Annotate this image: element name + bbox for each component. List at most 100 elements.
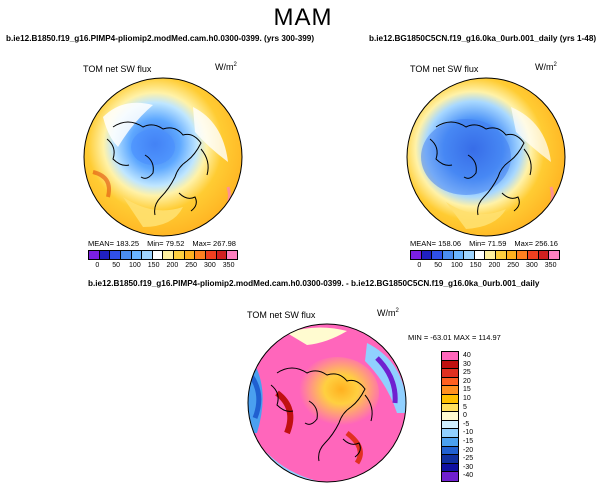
colorbar-tick-label: 250 bbox=[185, 262, 197, 269]
colorbar-swatch bbox=[442, 429, 458, 438]
colorbar-swatch bbox=[464, 251, 475, 259]
colorbar-tick-label: 15 bbox=[463, 386, 471, 394]
colorbar-tick-label: -20 bbox=[463, 446, 474, 454]
colorbar-swatch bbox=[174, 251, 185, 259]
right-variable-label: TOM net SW flux bbox=[410, 64, 479, 74]
colorbar-tick-label: 350 bbox=[544, 262, 557, 269]
right-max: Max= 256.16 bbox=[514, 239, 558, 248]
left-stats: MEAN= 183.25 Min= 79.52 Max= 267.98 bbox=[88, 239, 244, 248]
colorbar-swatch bbox=[442, 352, 458, 361]
colorbar-swatch bbox=[442, 412, 458, 421]
colorbar-swatch bbox=[227, 251, 237, 259]
colorbar-swatch bbox=[120, 251, 132, 259]
colorbar-tick-label: 25 bbox=[463, 369, 471, 377]
left-mean: MEAN= 183.25 bbox=[88, 239, 140, 248]
colorbar-swatch bbox=[453, 251, 465, 259]
right-coastlines bbox=[429, 121, 532, 216]
left-max: Max= 267.98 bbox=[192, 239, 236, 248]
colorbar-tick-label: -30 bbox=[463, 463, 474, 471]
diff-unit: W/m2 bbox=[377, 308, 399, 318]
diff-minmax: MIN = -63.01 MAX = 114.97 bbox=[408, 333, 501, 342]
colorbar-swatch bbox=[517, 251, 529, 259]
diff-coastlines bbox=[270, 367, 373, 462]
colorbar-swatch bbox=[538, 251, 550, 259]
colorbar-swatch bbox=[442, 446, 458, 456]
colorbar-swatch bbox=[442, 472, 458, 481]
colorbar-tick-label: 250 bbox=[507, 262, 519, 269]
right-colorbar-swatches bbox=[410, 250, 560, 260]
colorbar-swatch bbox=[131, 251, 143, 259]
colorbar-tick-label: 0 bbox=[417, 262, 422, 269]
colorbar-swatch bbox=[99, 251, 111, 259]
diff-variable-label: TOM net SW flux bbox=[247, 310, 316, 320]
colorbar-swatch bbox=[474, 251, 486, 259]
right-polar-map bbox=[406, 77, 566, 237]
colorbar-tick-label: 30 bbox=[463, 360, 471, 368]
colorbar-swatch bbox=[421, 251, 433, 259]
colorbar-swatch bbox=[442, 437, 458, 447]
colorbar-swatch bbox=[442, 455, 458, 464]
left-colorbar-ticks: 0 50 100 150 200 250 300 350 bbox=[88, 260, 238, 270]
colorbar-swatch bbox=[206, 251, 217, 259]
diff-colorbar: 40 30 25 20 15 10 5 0 -5 -10 -15 -20 -25 -30 -40 bbox=[441, 351, 473, 482]
right-stats: MEAN= 158.06 Min= 71.59 Max= 256.16 bbox=[410, 239, 566, 248]
colorbar-tick-label: 20 bbox=[463, 377, 471, 385]
colorbar-tick-label: -5 bbox=[463, 420, 470, 428]
colorbar-tick-label: 300 bbox=[204, 262, 216, 269]
colorbar-swatch bbox=[432, 251, 443, 259]
diff-case-title: b.ie12.B1850.f19_g16.PIMP4-pliomip2.modM… bbox=[88, 279, 540, 288]
colorbar-tick-label: 0 bbox=[463, 412, 467, 420]
colorbar-tick-label: -25 bbox=[463, 455, 474, 463]
right-colorbar-ticks: 0 50 100 150 200 250 300 350 bbox=[410, 260, 560, 270]
colorbar-tick-label: -40 bbox=[463, 472, 474, 480]
season-title: MAM bbox=[273, 4, 333, 31]
colorbar-swatch bbox=[549, 251, 559, 259]
colorbar-tick-label: 10 bbox=[463, 395, 471, 402]
left-colorbar: 0 50 100 150 200 250 300 350 bbox=[88, 250, 238, 270]
colorbar-swatch bbox=[485, 251, 497, 259]
colorbar-tick-label: 150 bbox=[469, 262, 482, 269]
diff-colorbar-swatches bbox=[441, 351, 459, 482]
colorbar-tick-label: 350 bbox=[222, 262, 235, 269]
left-variable-label: TOM net SW flux bbox=[83, 64, 152, 74]
colorbar-swatch bbox=[442, 377, 458, 387]
colorbar-swatch bbox=[442, 403, 458, 413]
colorbar-swatch bbox=[442, 420, 458, 430]
colorbar-tick-label: -15 bbox=[463, 438, 474, 445]
diff-polar-map bbox=[247, 323, 407, 483]
colorbar-swatch bbox=[442, 394, 458, 404]
colorbar-swatch bbox=[442, 463, 458, 473]
right-colorbar: 0 50 100 150 200 250 300 350 bbox=[410, 250, 560, 270]
colorbar-swatch bbox=[163, 251, 175, 259]
colorbar-swatch bbox=[442, 251, 454, 259]
colorbar-swatch bbox=[216, 251, 228, 259]
right-mean: MEAN= 158.06 bbox=[410, 239, 462, 248]
colorbar-tick-label: 150 bbox=[147, 262, 160, 269]
colorbar-tick-label: 0 bbox=[95, 262, 100, 269]
colorbar-swatch bbox=[152, 251, 164, 259]
colorbar-tick-label: 300 bbox=[526, 262, 538, 269]
left-unit: W/m2 bbox=[215, 62, 237, 72]
colorbar-swatch bbox=[442, 360, 458, 370]
colorbar-swatch bbox=[142, 251, 153, 259]
colorbar-tick-label: 5 bbox=[463, 403, 467, 411]
colorbar-tick-label: 100 bbox=[451, 262, 463, 269]
right-case-title: b.ie12.BG1850C5CN.f19_g16.0ka_0urb.001_d… bbox=[369, 34, 597, 43]
colorbar-tick-label: 50 bbox=[434, 262, 443, 269]
colorbar-swatch bbox=[506, 251, 518, 259]
colorbar-swatch bbox=[184, 251, 196, 259]
colorbar-swatch bbox=[195, 251, 207, 259]
right-unit: W/m2 bbox=[535, 62, 557, 72]
colorbar-tick-label: -10 bbox=[463, 429, 474, 437]
colorbar-tick-label: 50 bbox=[112, 262, 121, 269]
colorbar-swatch bbox=[528, 251, 539, 259]
left-polar-map bbox=[83, 77, 243, 237]
colorbar-tick-label: 200 bbox=[166, 262, 179, 269]
left-coastlines bbox=[106, 121, 209, 216]
left-case-title: b.ie12.B1850.f19_g16.PIMP4-pliomip2.modM… bbox=[6, 34, 315, 43]
colorbar-swatch bbox=[411, 251, 422, 259]
right-min: Min= 71.59 bbox=[469, 239, 507, 248]
colorbar-swatch bbox=[110, 251, 121, 259]
colorbar-swatch bbox=[442, 369, 458, 378]
colorbar-swatch bbox=[89, 251, 100, 259]
